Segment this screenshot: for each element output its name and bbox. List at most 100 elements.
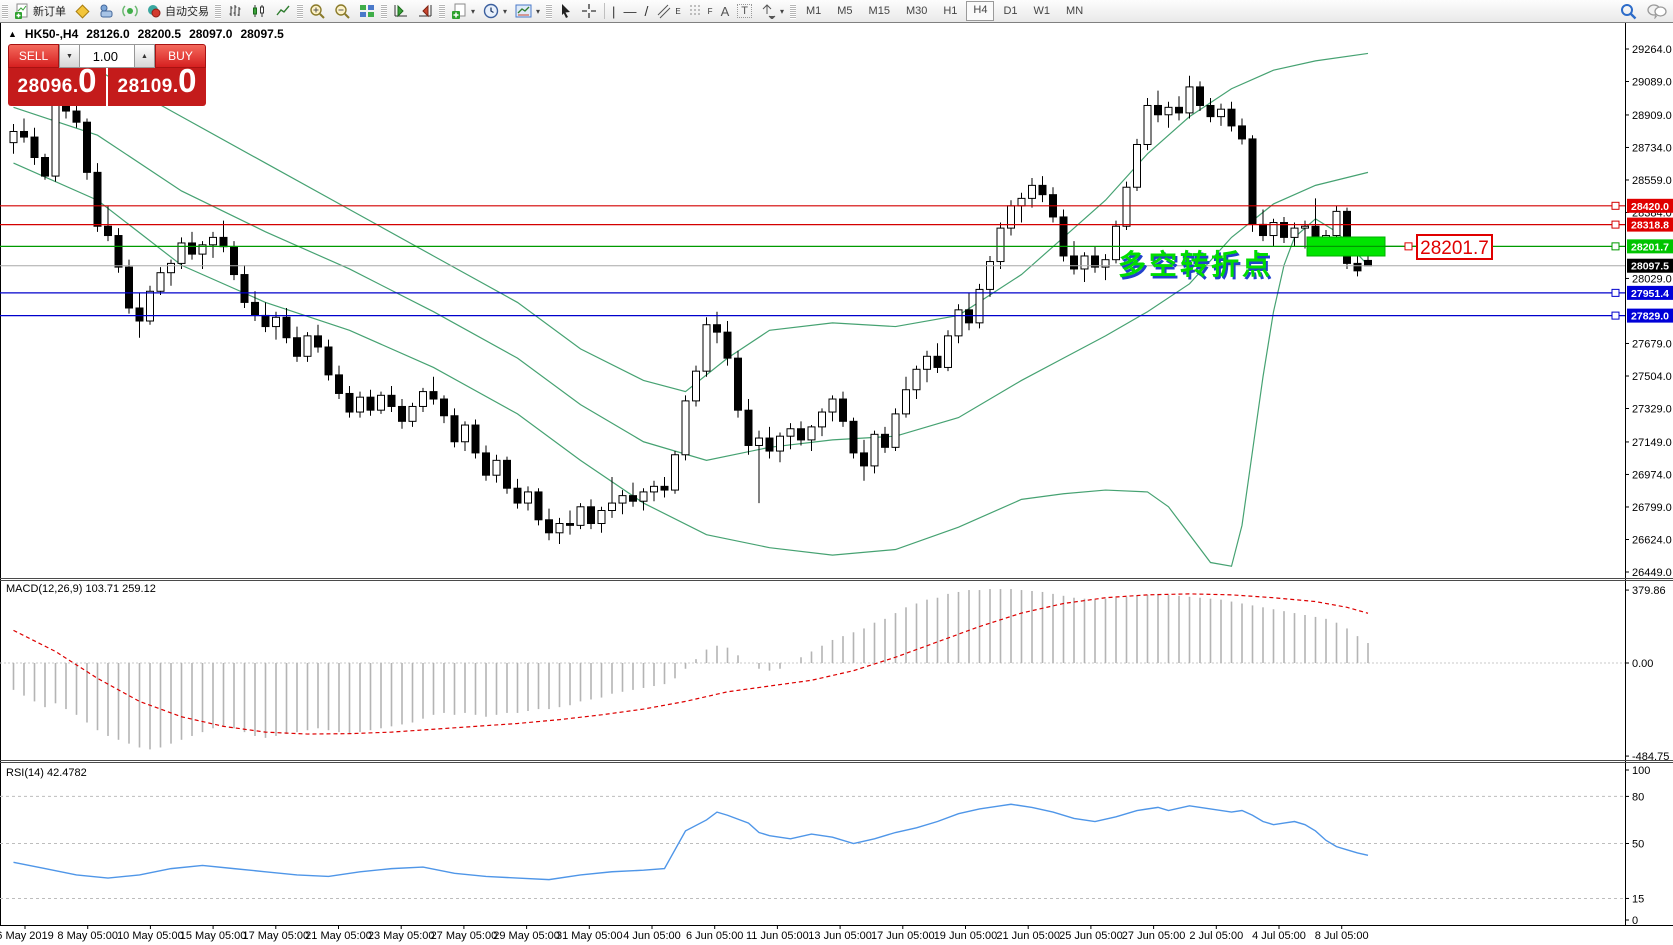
- hline-tool-button[interactable]: —: [619, 1, 640, 21]
- buy-button[interactable]: BUY: [155, 44, 206, 68]
- auto-scroll-button[interactable]: [413, 1, 437, 21]
- zoom-out-button[interactable]: [330, 1, 355, 21]
- timeframe-w1[interactable]: W1: [1033, 5, 1051, 17]
- timeframe-m30[interactable]: M30: [905, 5, 928, 17]
- macd-pane: 379.86 0.00 -484.75 MACD(12,26,9) 103.71 25…: [0, 583, 1669, 763]
- cursor-tool-button[interactable]: [554, 1, 577, 21]
- arrows-icon: [762, 4, 776, 19]
- svg-text:6 Jun 05:00: 6 Jun 05:00: [686, 930, 744, 942]
- templates-caret: ▾: [536, 6, 541, 16]
- candle-chart-button[interactable]: [247, 1, 271, 21]
- indicators-icon: [452, 3, 466, 19]
- chat-icon[interactable]: [1647, 3, 1667, 19]
- line-handle[interactable]: [1611, 201, 1620, 210]
- svg-text:100: 100: [1632, 765, 1650, 777]
- indicators-button[interactable]: ▾: [447, 1, 479, 21]
- candle: [881, 433, 889, 448]
- sell-button[interactable]: SELL: [8, 44, 59, 68]
- candle: [1196, 86, 1204, 106]
- svg-text:28909.0: 28909.0: [1632, 110, 1672, 122]
- chart-shift-button[interactable]: [389, 1, 413, 21]
- candle: [219, 236, 228, 248]
- quote-close: 28097.5: [240, 27, 284, 41]
- candle: [849, 420, 858, 454]
- zoom-in-button[interactable]: [305, 1, 330, 21]
- candle: [377, 394, 385, 411]
- autotrade-button[interactable]: 自动交易: [142, 1, 213, 21]
- candle: [188, 242, 196, 255]
- channel-tool-button[interactable]: E: [652, 1, 684, 21]
- templates-button[interactable]: ▾: [511, 1, 544, 21]
- toolbar-grip[interactable]: [2, 3, 8, 19]
- text-tool-button[interactable]: A: [717, 1, 734, 21]
- candle: [807, 426, 816, 441]
- svg-text:0.00: 0.00: [1632, 658, 1653, 670]
- svg-text:4 Jul 05:00: 4 Jul 05:00: [1252, 930, 1306, 942]
- search-icon[interactable]: [1620, 3, 1637, 20]
- candle: [135, 307, 144, 322]
- line-handle[interactable]: [1611, 288, 1620, 297]
- fibo-tool-button[interactable]: F: [685, 1, 717, 21]
- bollinger-middle: [13, 106, 1369, 461]
- chart-canvas[interactable]: 29264.029089.028909.028734.028559.028384…: [0, 22, 1673, 945]
- trendline-tool-button[interactable]: /: [640, 1, 652, 21]
- timeframe-mn[interactable]: MN: [1066, 5, 1084, 17]
- candle: [860, 452, 868, 467]
- svg-text:27 Jun 05:00: 27 Jun 05:00: [1122, 930, 1186, 942]
- buy-price-display[interactable]: 28109. 0: [108, 64, 206, 106]
- tile-windows-button[interactable]: [355, 1, 379, 21]
- candle: [345, 392, 354, 413]
- sell-price-main: 28096: [17, 76, 73, 97]
- timeframe-h4[interactable]: H4: [966, 1, 995, 21]
- line-chart-button[interactable]: [271, 1, 295, 21]
- candle: [566, 523, 574, 526]
- line-handle[interactable]: [1611, 220, 1620, 229]
- volume-decrease-button[interactable]: ▼: [59, 44, 80, 68]
- textlabel-tool-button[interactable]: T: [733, 1, 756, 21]
- svg-text:27 May 05:00: 27 May 05:00: [431, 930, 498, 942]
- bar-chart-button[interactable]: [223, 1, 247, 21]
- hline-icon: —: [623, 3, 637, 19]
- candle: [366, 396, 375, 411]
- candle: [146, 290, 154, 322]
- candle: [1259, 223, 1267, 237]
- data-window-button[interactable]: [94, 1, 118, 21]
- candle: [1038, 184, 1047, 196]
- candle: [156, 272, 165, 292]
- price-label-annotation[interactable]: 28201.7: [1385, 234, 1493, 260]
- volume-increase-button[interactable]: ▲: [134, 44, 155, 68]
- vline-tool-button[interactable]: |: [608, 1, 619, 21]
- line-handle[interactable]: [1611, 311, 1620, 320]
- volume-input[interactable]: 1.00: [80, 44, 134, 68]
- new-order-label: 新订单: [33, 6, 66, 18]
- price-axis: 29264.029089.028909.028734.028559.028384…: [1625, 44, 1672, 579]
- timeframe-m1[interactable]: M1: [805, 5, 822, 17]
- price-badge: [1627, 217, 1673, 232]
- sell-price-display[interactable]: 28096. 0: [8, 64, 106, 106]
- collapse-triangle-icon[interactable]: ▲: [8, 29, 17, 39]
- market-watch-button[interactable]: [70, 1, 94, 21]
- timeframe-m5[interactable]: M5: [837, 5, 853, 17]
- macd-label: MACD(12,26,9) 103.71 259.12: [6, 583, 156, 595]
- navigator-button[interactable]: [118, 1, 142, 21]
- horizontal-lines[interactable]: 28420.0 28318.8 28201.7 28097.5 27951.4 27829…: [0, 198, 1673, 323]
- price-badge: [1627, 308, 1673, 323]
- candle: [72, 110, 81, 123]
- arrows-tool-button[interactable]: ▾: [756, 1, 788, 21]
- svg-text:10 May 05:00: 10 May 05:00: [117, 930, 184, 942]
- candle: [1017, 197, 1026, 207]
- timeframe-d1[interactable]: D1: [1003, 5, 1018, 17]
- svg-text:6 May 2019: 6 May 2019: [0, 930, 54, 942]
- timeframe-m15[interactable]: M15: [868, 5, 890, 17]
- new-order-button[interactable]: 新订单: [10, 1, 70, 21]
- timeframe-h1[interactable]: H1: [943, 5, 958, 17]
- periods-button[interactable]: ▾: [479, 1, 511, 21]
- data-window-icon: [100, 4, 113, 18]
- zoom-out-icon: [335, 3, 350, 19]
- candle: [1070, 255, 1078, 270]
- candle: [786, 428, 795, 437]
- candle: [776, 435, 784, 452]
- crosshair-tool-button[interactable]: [577, 1, 601, 21]
- line-handle[interactable]: [1611, 242, 1620, 251]
